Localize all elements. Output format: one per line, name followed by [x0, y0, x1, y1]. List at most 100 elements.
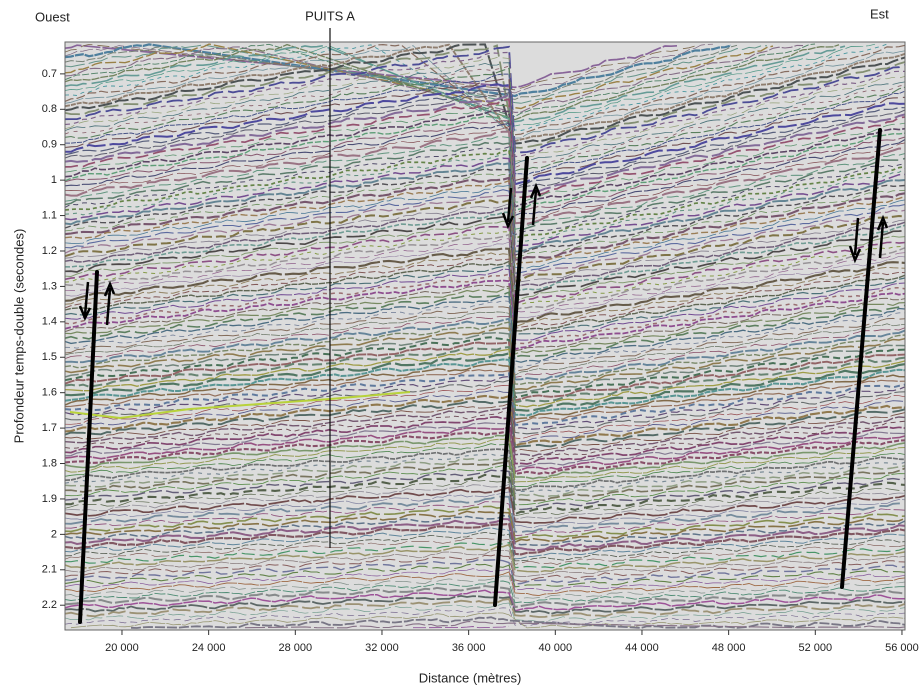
- seismic-reflector: [64, 543, 906, 573]
- seismic-reflector: [64, 238, 906, 314]
- seismic-reflector: [64, 220, 906, 302]
- seismic-reflector: [64, 363, 906, 420]
- seismic-reflector: [64, 316, 906, 378]
- seismic-reflector: [64, 558, 906, 585]
- seismic-reflector: [244, 620, 906, 629]
- seismic-reflector: [64, 422, 906, 470]
- seismic-reflector: [64, 252, 906, 328]
- seismic-reflector: [64, 416, 906, 465]
- y-tick-label: 1.5: [42, 351, 57, 363]
- seismic-reflector: [64, 394, 906, 448]
- seismic-reflector: [64, 607, 906, 627]
- seismic-reflector: [64, 43, 906, 136]
- seismic-reflector: [64, 44, 738, 100]
- seismic-reflector: [64, 104, 906, 203]
- seismic-reflector: [64, 295, 906, 363]
- seismic-reflector: [64, 403, 906, 452]
- x-tick-label: 48 000: [712, 642, 746, 654]
- seismic-reflector: [64, 385, 906, 440]
- plot-frame: [64, 41, 906, 631]
- seismic-reflector: [65, 473, 906, 516]
- seismic-reflector: [64, 443, 906, 488]
- y-tick-label: 1.2: [42, 245, 57, 257]
- seismic-reflector: [64, 44, 804, 113]
- seismic-reflector: [64, 327, 906, 391]
- y-tick-label: 2.2: [42, 599, 57, 611]
- seismic-reflector: [64, 43, 840, 121]
- seismic-reflector: [64, 136, 906, 230]
- seismic-reflector: [64, 247, 906, 324]
- seismic-reflector: [64, 369, 906, 424]
- seismic-reflector: [64, 602, 906, 623]
- seismic-reflector: [64, 51, 906, 158]
- seismic-reflector: [64, 563, 906, 588]
- seismic-reflector: [64, 284, 906, 352]
- seismic-reflector: [65, 83, 906, 186]
- y-tick-label: 0.7: [42, 68, 57, 80]
- x-tick-label: 36 000: [452, 642, 486, 654]
- seismic-reflector: [64, 348, 906, 408]
- seismic-reflector: [64, 453, 906, 495]
- seismic-reflector: [64, 375, 906, 430]
- seismic-reflector: [64, 321, 906, 385]
- seismic-reflector: [64, 483, 906, 520]
- seismic-reflector: [64, 541, 906, 569]
- y-tick-label: 1.7: [42, 422, 57, 434]
- seismic-reflector: [412, 625, 510, 629]
- seismic-reflector: [64, 568, 906, 592]
- x-axis-label: Distance (mètres): [419, 670, 522, 685]
- seismic-reflector: [64, 527, 906, 560]
- seismic-reflector: [64, 432, 906, 480]
- seismic-reflector: [64, 358, 906, 417]
- x-tick-label: 56 000: [885, 642, 919, 654]
- seismic-reflector: [64, 341, 906, 402]
- seismic-reflector: [64, 411, 906, 462]
- faults: [78, 128, 882, 624]
- seismic-reflector: [64, 45, 906, 154]
- fault: [840, 128, 882, 589]
- seismic-reflector: [64, 109, 906, 209]
- seismic-reflector: [64, 226, 906, 306]
- seismic-reflector: [64, 491, 906, 529]
- seismic-reflector: [64, 331, 906, 394]
- seismic-reflector: [64, 141, 906, 234]
- x-tick-label: 44 000: [625, 642, 659, 654]
- seismic-reflector: [64, 517, 906, 552]
- seismic-reflector: [64, 549, 906, 577]
- seismic-reflector: [64, 287, 906, 355]
- seismic-reflector: [64, 594, 906, 615]
- x-tick-label: 20 000: [105, 642, 139, 654]
- seismic-reflector: [64, 194, 906, 278]
- seismic-reflector: [64, 162, 906, 253]
- seismic-reflector: [64, 505, 906, 541]
- x-tick-label: 40 000: [538, 642, 572, 654]
- seismic-reflector: [64, 399, 906, 449]
- seismic-reflector: [64, 43, 714, 94]
- seismic-reflector: [64, 43, 732, 98]
- seismic-reflector: [64, 176, 906, 262]
- seismic-reflector: [64, 514, 906, 546]
- seismic-reflector: [64, 43, 906, 145]
- seismic-reflector: [64, 352, 906, 412]
- y-tick-label: 1.6: [42, 387, 57, 399]
- seismic-reflector: [64, 122, 906, 217]
- seismic-reflector: [64, 456, 906, 498]
- fault: [78, 270, 99, 624]
- seismic-reflector: [64, 93, 906, 194]
- seismic-reflector: [64, 291, 906, 358]
- seismic-reflector: [64, 231, 906, 307]
- seismic-reflector: [64, 43, 774, 110]
- seismic-reflector: [64, 311, 906, 376]
- seismic-reflector: [64, 45, 906, 139]
- seismic-reflector: [64, 43, 696, 91]
- seismic-reflector: [64, 203, 906, 284]
- seismic-reflector: [64, 469, 906, 511]
- horizon: [69, 391, 411, 420]
- seismic-reflector: [64, 189, 906, 274]
- seismic-reflector: [64, 598, 906, 618]
- seismic-reflector: [64, 438, 906, 483]
- seismic-reflector: [64, 464, 906, 506]
- seismic-reflector: [64, 584, 906, 609]
- seismic-reflector: [64, 459, 906, 502]
